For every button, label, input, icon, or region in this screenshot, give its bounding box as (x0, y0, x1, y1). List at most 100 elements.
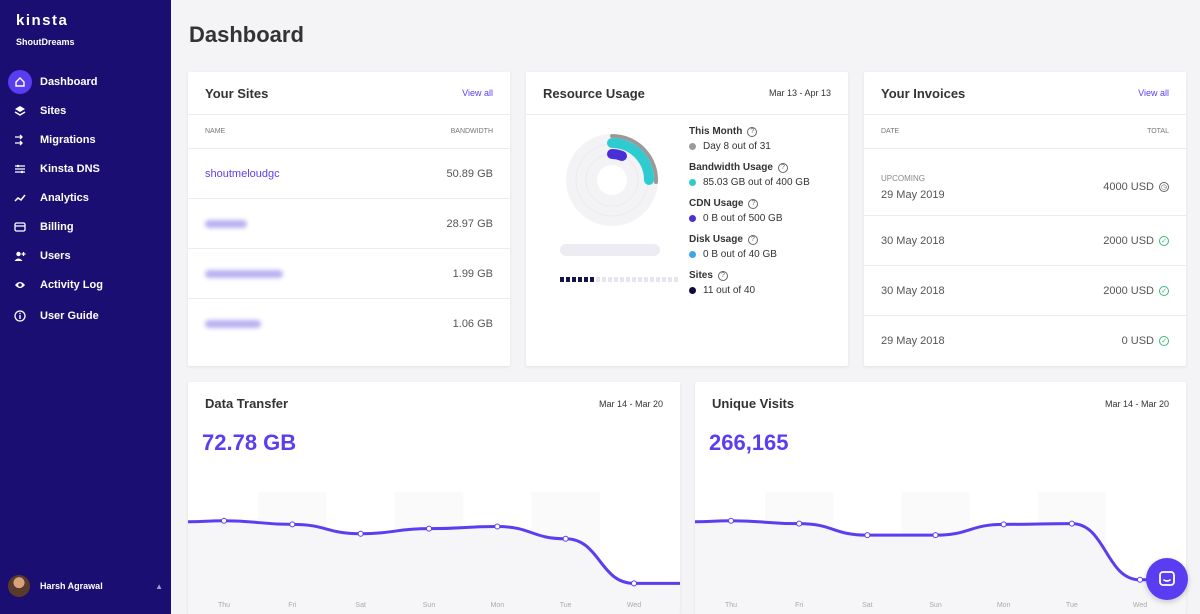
help-icon[interactable]: ? (747, 126, 758, 137)
site-slot (614, 277, 618, 282)
sites-card: Your Sites View all NAME BANDWIDTH shout… (188, 72, 510, 366)
resource-card: Resource Usage Mar 13 - Apr 13 This Mont… (526, 72, 848, 366)
usage-value: 85.03 GB out of 400 GB (703, 177, 810, 188)
user-name: Harsh Agrawal (40, 581, 103, 591)
help-icon[interactable]: ? (777, 162, 788, 173)
x-tick-label: Sun (929, 602, 942, 609)
legend-dot (689, 215, 696, 222)
data-point[interactable] (289, 521, 296, 528)
sidebar-item-label: Sites (40, 104, 67, 117)
legend-dot (689, 251, 696, 258)
invoice-date: 29 May 2019 (881, 188, 945, 201)
usage-value: 11 out of 40 (703, 285, 756, 296)
table-row[interactable]: 1.99 GB (188, 249, 510, 299)
sidebar-item-dashboard[interactable]: Dashboard (8, 67, 168, 96)
cdn-arc (607, 149, 627, 161)
data-point[interactable] (631, 580, 637, 587)
chevron-up-icon: ▲ (155, 581, 163, 591)
site-name-redacted[interactable] (205, 269, 283, 278)
analytics-icon (8, 186, 32, 210)
sidebar-item-migrations[interactable]: Migrations (8, 125, 168, 154)
usage-label: Bandwidth Usage (689, 162, 773, 173)
layers-icon (8, 99, 32, 123)
sidebar-nav: Dashboard Sites Migrations Kinsta DNS Analyt… (8, 67, 168, 330)
usage-label: Disk Usage (689, 234, 743, 245)
data-transfer-chart[interactable]: Thu Fri Sat Sun Mon Tue Wed (188, 382, 680, 614)
x-tick-label: Fri (795, 602, 804, 609)
sidebar-item-user-guide[interactable]: User Guide (8, 301, 168, 330)
invoice-total: 2000 USD (1103, 284, 1154, 297)
sidebar-item-label: Kinsta DNS (40, 162, 100, 175)
kinsta-logo[interactable]: kinsta (16, 12, 69, 29)
data-point[interactable] (864, 532, 871, 539)
sites-usage-indicator (560, 277, 678, 282)
site-slot (650, 277, 654, 282)
unique-visits-chart[interactable]: Thu Fri Sat Sun Mon Tue Wed (695, 382, 1186, 614)
site-slot (668, 277, 672, 282)
col-date: DATE (881, 128, 900, 135)
invoice-total: 2000 USD (1103, 234, 1154, 247)
table-row[interactable]: 30 May 2018 2000 USD ✓ (864, 266, 1186, 316)
month-arc (610, 133, 659, 184)
data-point[interactable] (494, 523, 501, 530)
site-name-redacted[interactable] (205, 320, 261, 328)
usage-value: 0 B out of 40 GB (703, 249, 777, 260)
help-icon[interactable]: ? (748, 198, 759, 209)
resource-title: Resource Usage (543, 85, 645, 101)
sidebar-item-users[interactable]: Users (8, 241, 168, 270)
sidebar-item-analytics[interactable]: Analytics (8, 183, 168, 212)
sidebar-item-activity-log[interactable]: Activity Log (8, 270, 168, 299)
site-name[interactable]: shoutmeloudgc (205, 167, 280, 180)
data-point[interactable] (1137, 576, 1143, 583)
unique-visits-title: Unique Visits (712, 396, 795, 411)
usage-legend-item: Sites? 11 out of 40 (689, 270, 810, 296)
sidebar-item-sites[interactable]: Sites (8, 96, 168, 125)
site-bandwidth: 1.06 GB (452, 318, 493, 330)
sidebar-item-label: Analytics (40, 191, 89, 204)
data-point[interactable] (426, 525, 432, 532)
data-point[interactable] (1068, 520, 1075, 527)
sites-view-all-link[interactable]: View all (462, 88, 493, 98)
data-transfer-date-range: Mar 14 - Mar 20 (598, 398, 663, 409)
data-point[interactable] (357, 530, 364, 537)
unique-visits-card: Unique Visits Mar 14 - Mar 20 266,165 Th… (695, 382, 1186, 614)
x-tick-label: Thu (725, 602, 737, 609)
invoices-view-all-link[interactable]: View all (1138, 88, 1169, 98)
add-user-icon (8, 244, 32, 268)
table-row[interactable]: UPCOMING 29 May 2019 4000 USD ◷ (864, 149, 1186, 216)
usage-legend-item: CDN Usage? 0 B out of 500 GB (689, 198, 810, 224)
sidebar-item-kinsta-dns[interactable]: Kinsta DNS (8, 154, 168, 183)
help-icon[interactable]: ? (747, 234, 758, 245)
site-slot (608, 277, 612, 282)
usage-label: CDN Usage (689, 198, 744, 209)
table-row[interactable]: 30 May 2018 2000 USD ✓ (864, 216, 1186, 266)
user-menu[interactable]: Harsh Agrawal ▲ (8, 575, 163, 597)
data-point[interactable] (728, 517, 734, 524)
table-row[interactable]: 29 May 2018 0 USD ✓ (864, 316, 1186, 366)
avatar (8, 575, 30, 597)
company-name[interactable]: ShoutDreams (16, 37, 75, 47)
data-point[interactable] (1000, 521, 1007, 528)
x-tick-label: Mon (491, 602, 505, 609)
data-point[interactable] (932, 532, 939, 539)
invoices-card: Your Invoices View all DATE TOTAL UPCOMI… (864, 72, 1186, 366)
site-slot (560, 277, 564, 282)
site-slot (632, 277, 636, 282)
sidebar-item-label: Migrations (40, 133, 96, 146)
data-point[interactable] (221, 517, 227, 524)
site-slot (584, 277, 588, 282)
site-slot (674, 277, 678, 282)
help-icon[interactable]: ? (717, 270, 728, 281)
bandwidth-arc (607, 138, 654, 185)
sidebar-item-billing[interactable]: Billing (8, 212, 168, 241)
site-name-redacted[interactable] (205, 219, 247, 228)
chat-button[interactable] (1146, 558, 1188, 600)
invoice-date: 29 May 2018 (881, 335, 945, 347)
data-point[interactable] (796, 520, 803, 527)
data-point[interactable] (562, 535, 569, 542)
table-row[interactable]: 1.06 GB (188, 299, 510, 349)
usage-label: This Month (689, 126, 743, 137)
table-row[interactable]: shoutmeloudgc 50.89 GB (188, 149, 510, 199)
table-row[interactable]: 28.97 GB (188, 199, 510, 249)
unique-visits-date-range: Mar 14 - Mar 20 (1104, 398, 1169, 409)
